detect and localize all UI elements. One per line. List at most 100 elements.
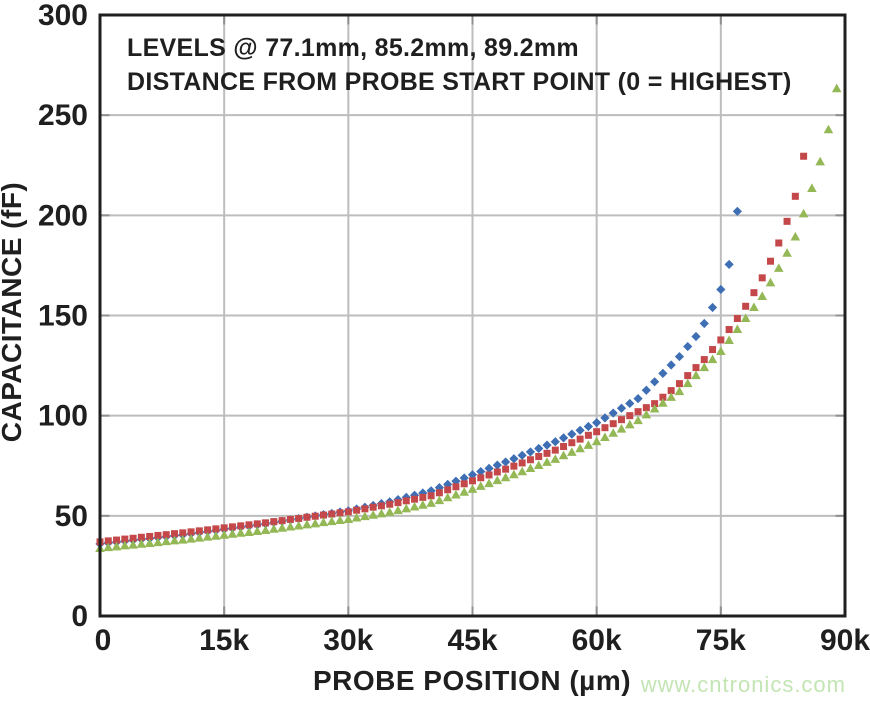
data-point-triangle	[740, 313, 751, 323]
data-point-diamond	[492, 460, 502, 470]
data-point-diamond	[567, 429, 577, 439]
data-point-triangle	[500, 472, 511, 482]
data-point-square	[444, 486, 452, 494]
x-axis-title: PROBE POSITION (µm)	[313, 665, 631, 696]
data-point-triangle	[252, 526, 263, 535]
y-tick-label: 250	[38, 99, 88, 132]
data-point-diamond	[650, 377, 660, 387]
data-point-triangle	[293, 520, 304, 530]
data-point-triangle	[600, 432, 610, 442]
series-level-77.1mm	[95, 206, 742, 549]
data-point-square	[171, 530, 178, 538]
data-point-triangle	[798, 208, 809, 218]
data-point-square	[369, 503, 377, 511]
data-point-square	[328, 510, 336, 518]
data-point-square	[543, 449, 551, 457]
data-point-triangle	[459, 487, 470, 496]
data-point-triangle	[351, 512, 362, 522]
y-tick-label: 50	[55, 500, 88, 533]
data-point-diamond	[575, 425, 585, 435]
x-tick-label: 0	[95, 624, 112, 657]
data-point-triangle	[360, 511, 370, 521]
data-point-diamond	[434, 482, 444, 493]
data-point-triangle	[616, 423, 627, 433]
data-point-square	[386, 500, 394, 508]
data-point-triangle	[401, 503, 412, 513]
x-tick-label: 75k	[696, 624, 746, 657]
data-point-square	[154, 531, 162, 539]
data-point-triangle	[691, 370, 701, 380]
data-point-triangle	[517, 466, 527, 476]
data-series	[95, 83, 842, 552]
data-point-triangle	[749, 302, 759, 311]
data-point-triangle	[277, 523, 287, 532]
data-point-square	[361, 505, 369, 513]
data-point-square	[253, 520, 261, 528]
y-tick-label: 0	[71, 600, 88, 633]
data-point-diamond	[691, 331, 701, 342]
data-point-square	[717, 336, 725, 344]
data-point-diamond	[699, 318, 709, 329]
data-point-triangle	[318, 517, 329, 527]
data-point-diamond	[666, 360, 676, 370]
data-point-square	[295, 514, 303, 522]
data-point-triangle	[310, 518, 321, 528]
series-level-85.2mm	[96, 152, 808, 546]
data-point-square	[146, 532, 154, 540]
data-point-triangle	[475, 481, 486, 490]
data-point-triangle	[128, 539, 138, 549]
data-point-triangle	[509, 469, 519, 479]
data-point-triangle	[144, 538, 155, 547]
axis-ticks	[101, 16, 844, 615]
data-point-triangle	[575, 443, 585, 453]
data-point-square	[659, 393, 667, 401]
data-point-triangle	[177, 534, 188, 544]
data-point-diamond	[509, 454, 519, 464]
data-point-triangle	[111, 541, 122, 551]
data-point-square	[535, 453, 543, 461]
data-point-square	[187, 528, 195, 536]
data-point-triangle	[633, 415, 643, 425]
data-point-diamond	[534, 443, 544, 454]
data-point-triangle	[815, 156, 825, 166]
data-point-triangle	[335, 515, 345, 524]
data-point-square	[609, 420, 617, 428]
data-point-square	[220, 524, 228, 532]
data-point-diamond	[426, 486, 436, 496]
data-point-square	[560, 443, 568, 451]
data-point-square	[783, 217, 791, 225]
data-point-square	[113, 536, 121, 544]
data-point-square	[709, 346, 717, 354]
data-point-square	[791, 192, 799, 200]
data-point-square	[377, 502, 385, 510]
data-point-square	[675, 380, 683, 388]
data-point-triangle	[136, 539, 147, 548]
data-point-square	[568, 439, 576, 447]
data-point-square	[477, 474, 485, 482]
data-point-square	[353, 506, 361, 514]
data-point-square	[195, 527, 203, 535]
x-tick-label: 15k	[199, 624, 249, 657]
data-point-triangle	[591, 436, 602, 446]
data-point-diamond	[484, 463, 494, 473]
data-point-diamond	[625, 398, 635, 409]
data-point-diamond	[550, 437, 560, 447]
data-point-square	[551, 446, 559, 454]
data-point-triangle	[666, 392, 676, 401]
data-point-square	[262, 519, 270, 527]
data-point-triangle	[434, 495, 445, 505]
data-point-triangle	[442, 492, 453, 502]
data-point-square	[427, 492, 435, 500]
data-point-diamond	[641, 385, 651, 395]
data-point-triangle	[285, 521, 296, 531]
data-point-square	[212, 525, 220, 533]
data-point-square	[634, 408, 642, 416]
y-tick-label: 200	[38, 199, 88, 232]
data-point-square	[336, 509, 344, 517]
data-point-triangle	[707, 354, 718, 364]
data-point-square	[245, 521, 253, 529]
data-point-triangle	[699, 362, 710, 372]
data-point-triangle	[120, 540, 130, 550]
data-point-square	[510, 462, 518, 470]
data-point-triangle	[542, 457, 552, 466]
